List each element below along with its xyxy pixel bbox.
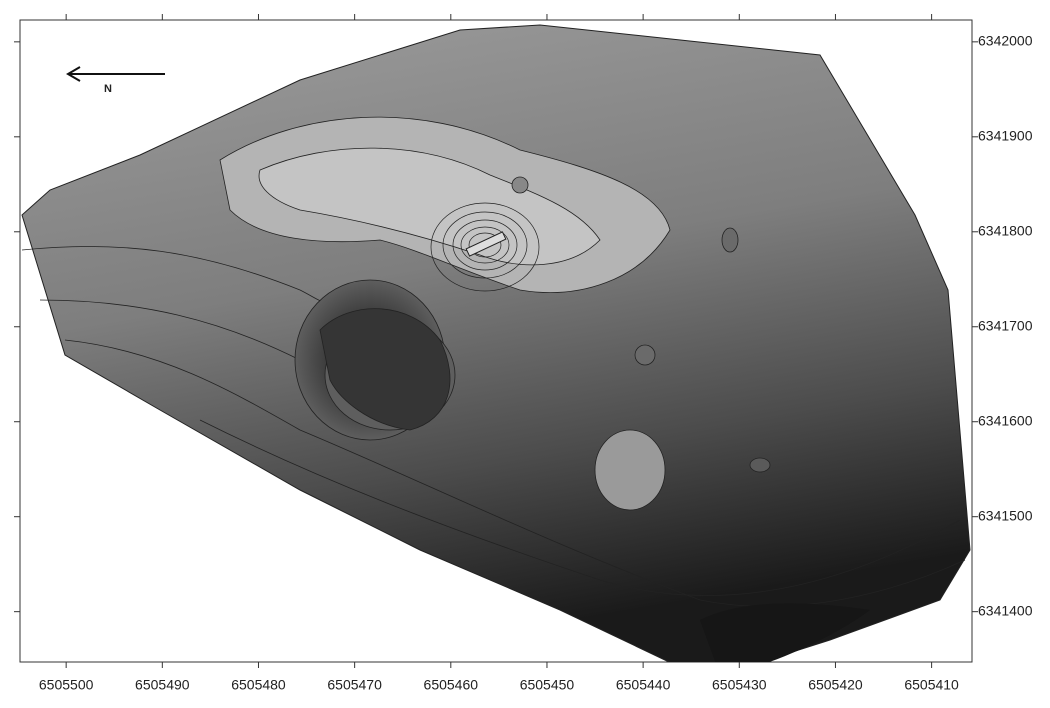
x-tick-label: 6505460	[424, 677, 479, 693]
x-tick-label: 6505430	[712, 677, 767, 693]
x-tick-label: 6505440	[616, 677, 671, 693]
y-tick-label: 6341400	[978, 602, 1033, 618]
y-tick-label: 6341600	[978, 412, 1033, 428]
x-tick-label: 6505480	[231, 677, 286, 693]
north-label: N	[104, 83, 112, 95]
y-tick-label: 6341500	[978, 507, 1033, 523]
y-tick-label: 6341800	[978, 222, 1033, 238]
x-tick-label: 6505420	[808, 677, 863, 693]
x-tick-label: 6505410	[904, 677, 959, 693]
y-tick-label: 6341900	[978, 128, 1033, 144]
y-tick-label: 6342000	[978, 33, 1033, 49]
contour-map: N 6505500 6505490 6505480 6505470 6505460 650…	[0, 0, 1050, 708]
x-tick-label: 6505470	[327, 677, 382, 693]
y-tick-label: 6341700	[978, 317, 1033, 333]
x-tick-label: 6505490	[135, 677, 190, 693]
x-tick-label: 6505450	[520, 677, 575, 693]
x-tick-label: 6505500	[39, 677, 94, 693]
